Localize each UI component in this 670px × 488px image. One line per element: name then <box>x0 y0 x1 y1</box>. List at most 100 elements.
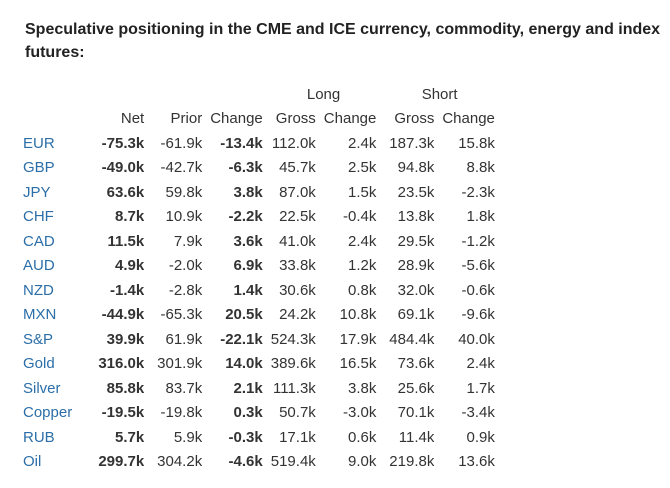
cell-long-gross: 24.2k <box>279 306 316 324</box>
col-header-net: Net <box>120 110 145 128</box>
cell-short-change: 13.6k <box>458 453 495 471</box>
table-row: Gold 316.0k 301.9k 14.0k 389.6k 16.5k 73.6k 2.4… <box>19 352 499 377</box>
cell-short-change: 1.7k <box>466 379 495 397</box>
cell-change: -13.4k <box>220 134 263 152</box>
cell-prior: 61.9k <box>165 330 203 348</box>
cell-prior: 59.8k <box>165 183 203 201</box>
table-row: Silver 85.8k 83.7k 2.1k 111.3k 3.8k 25.6k 1.7k <box>19 376 499 401</box>
cell-net: 299.7k <box>98 453 145 471</box>
col-header-short-change: Change <box>442 110 495 128</box>
cell-net: -1.4k <box>110 281 145 299</box>
long-group-header: Long <box>306 85 341 103</box>
cell-change: -4.6k <box>228 453 263 471</box>
cell-net: 316.0k <box>98 355 145 373</box>
cell-short-change: 8.8k <box>466 159 495 177</box>
cell-change: 2.1k <box>233 379 263 397</box>
group-header-row: Long Short <box>19 82 499 107</box>
row-label-link[interactable]: Oil <box>23 453 42 471</box>
col-header-long-change: Change <box>323 110 377 128</box>
cell-prior: 5.9k <box>173 428 203 446</box>
cell-prior: -42.7k <box>160 159 203 177</box>
table-row: Oil 299.7k 304.2k -4.6k 519.4k 9.0k 219.8k 13.6… <box>19 450 499 475</box>
cell-long-change: 2.4k <box>347 232 377 250</box>
cell-net: 85.8k <box>106 379 145 397</box>
table-row: JPY 63.6k 59.8k 3.8k 87.0k 1.5k 23.5k -2.3k <box>19 180 499 205</box>
row-label-link[interactable]: EUR <box>23 134 55 152</box>
cell-net: 4.9k <box>115 257 145 275</box>
cell-net: -19.5k <box>101 404 145 422</box>
cell-change: -22.1k <box>220 330 263 348</box>
column-header-row: Net Prior Change Gross Change Gross Chan… <box>19 107 499 132</box>
cell-long-change: 0.6k <box>347 428 377 446</box>
cell-long-gross: 22.5k <box>279 208 316 226</box>
cell-change: 1.4k <box>233 281 263 299</box>
cell-long-gross: 111.3k <box>272 379 316 397</box>
cell-short-change: 40.0k <box>458 330 495 348</box>
cell-short-gross: 484.4k <box>389 330 435 348</box>
cell-prior: -61.9k <box>160 134 203 152</box>
row-label-link[interactable]: AUD <box>23 257 55 275</box>
cell-net: 63.6k <box>106 183 145 201</box>
table-row: GBP -49.0k -42.7k -6.3k 45.7k 2.5k 94.8k 8.8k <box>19 156 499 181</box>
row-label-link[interactable]: GBP <box>23 159 55 177</box>
cell-long-change: 3.8k <box>347 379 377 397</box>
cell-long-gross: 30.6k <box>279 281 316 299</box>
cell-change: -2.2k <box>228 208 263 226</box>
cell-long-change: 2.5k <box>347 159 377 177</box>
cell-change: 14.0k <box>225 355 263 373</box>
cell-long-gross: 519.4k <box>270 453 316 471</box>
cell-short-gross: 29.5k <box>397 232 435 250</box>
cell-long-gross: 17.1k <box>279 428 316 446</box>
cell-prior: -2.0k <box>168 257 203 275</box>
cell-change: 6.9k <box>233 257 263 275</box>
row-label-link[interactable]: RUB <box>23 428 55 446</box>
cell-net: 5.7k <box>115 428 145 446</box>
cell-long-gross: 45.7k <box>279 159 316 177</box>
cell-short-change: 15.8k <box>458 134 495 152</box>
cell-short-gross: 219.8k <box>389 453 435 471</box>
cell-prior: -19.8k <box>160 404 203 422</box>
cell-change: 20.5k <box>225 306 263 324</box>
cell-change: 3.6k <box>233 232 263 250</box>
cell-change: -6.3k <box>228 159 263 177</box>
cell-long-change: 9.0k <box>347 453 377 471</box>
cell-short-gross: 32.0k <box>397 281 435 299</box>
cell-short-change: -1.2k <box>461 232 495 250</box>
cell-short-gross: 70.1k <box>397 404 435 422</box>
row-label-link[interactable]: Copper <box>23 404 73 422</box>
row-label-link[interactable]: CAD <box>23 232 55 250</box>
cell-short-gross: 23.5k <box>397 183 435 201</box>
row-label-link[interactable]: CHF <box>23 208 54 226</box>
cell-prior: 301.9k <box>157 355 203 373</box>
cell-prior: 83.7k <box>165 379 203 397</box>
col-header-change: Change <box>210 110 263 128</box>
cell-short-gross: 73.6k <box>397 355 435 373</box>
cell-short-change: -5.6k <box>461 257 495 275</box>
row-label-link[interactable]: MXN <box>23 306 57 324</box>
cell-short-change: 1.8k <box>466 208 495 226</box>
cell-long-change: 1.5k <box>347 183 377 201</box>
row-label-link[interactable]: Gold <box>23 355 55 373</box>
row-label-link[interactable]: Silver <box>23 379 61 397</box>
cell-short-change: -2.3k <box>461 183 495 201</box>
cell-long-gross: 50.7k <box>279 404 316 422</box>
cell-long-gross: 524.3k <box>270 330 316 348</box>
cell-net: 11.5k <box>107 232 145 250</box>
row-label-link[interactable]: JPY <box>23 183 51 201</box>
cell-short-change: 2.4k <box>466 355 495 373</box>
cell-net: -75.3k <box>101 134 145 152</box>
cell-long-gross: 389.6k <box>270 355 316 373</box>
col-header-short-gross: Gross <box>394 110 435 128</box>
table-row: RUB 5.7k 5.9k -0.3k 17.1k 0.6k 11.4k 0.9k <box>19 425 499 450</box>
table-row: S&P 39.9k 61.9k -22.1k 524.3k 17.9k 484.4k 40.0… <box>19 327 499 352</box>
cell-short-change: -9.6k <box>461 306 495 324</box>
cell-change: 0.3k <box>233 404 263 422</box>
cell-prior: 7.9k <box>173 232 203 250</box>
cell-long-gross: 41.0k <box>279 232 316 250</box>
cell-short-gross: 25.6k <box>397 379 435 397</box>
row-label-link[interactable]: NZD <box>23 281 54 299</box>
cell-short-gross: 13.8k <box>397 208 435 226</box>
table-row: Copper -19.5k -19.8k 0.3k 50.7k -3.0k 70.1k -3.… <box>19 401 499 426</box>
table-row: AUD 4.9k -2.0k 6.9k 33.8k 1.2k 28.9k -5.6k <box>19 254 499 279</box>
row-label-link[interactable]: S&P <box>23 330 54 348</box>
